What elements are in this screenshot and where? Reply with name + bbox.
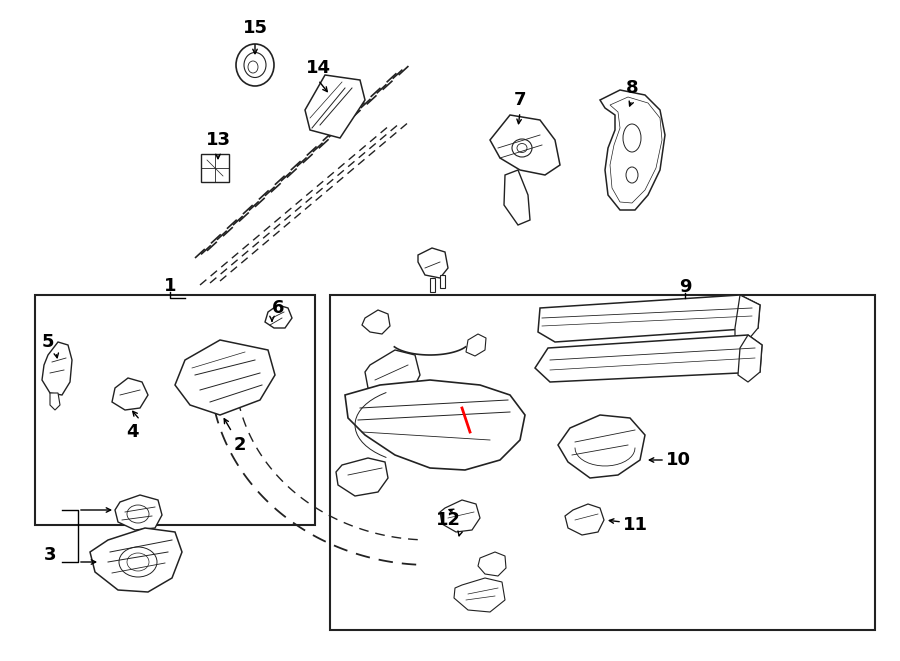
Polygon shape — [538, 295, 760, 342]
Polygon shape — [430, 278, 435, 292]
Polygon shape — [454, 578, 505, 612]
Polygon shape — [418, 248, 448, 278]
Text: 7: 7 — [514, 91, 526, 109]
Text: 14: 14 — [305, 59, 330, 77]
Polygon shape — [265, 305, 292, 328]
Polygon shape — [115, 495, 162, 530]
Text: 12: 12 — [436, 511, 461, 529]
Text: 3: 3 — [44, 546, 56, 564]
Polygon shape — [738, 335, 762, 382]
Text: 6: 6 — [272, 299, 284, 317]
Polygon shape — [610, 97, 662, 203]
Polygon shape — [490, 115, 560, 175]
Text: 4: 4 — [126, 423, 139, 441]
Text: 10: 10 — [665, 451, 690, 469]
Polygon shape — [201, 154, 229, 182]
Polygon shape — [50, 393, 60, 410]
Polygon shape — [735, 295, 760, 340]
Polygon shape — [440, 500, 480, 532]
Text: 1: 1 — [164, 277, 176, 295]
Text: 15: 15 — [242, 19, 267, 37]
Polygon shape — [440, 275, 445, 288]
Polygon shape — [90, 528, 182, 592]
Polygon shape — [362, 310, 390, 334]
Text: 8: 8 — [626, 79, 638, 97]
Polygon shape — [112, 378, 148, 410]
Polygon shape — [558, 415, 645, 478]
Polygon shape — [336, 458, 388, 496]
Text: 2: 2 — [234, 436, 247, 454]
Polygon shape — [175, 340, 275, 415]
Text: 5: 5 — [41, 333, 54, 351]
Text: 11: 11 — [623, 516, 647, 534]
Polygon shape — [466, 334, 486, 356]
Polygon shape — [504, 170, 530, 225]
Polygon shape — [478, 552, 506, 576]
Polygon shape — [565, 504, 604, 535]
Polygon shape — [345, 380, 525, 470]
Polygon shape — [535, 335, 762, 382]
Polygon shape — [600, 90, 665, 210]
Polygon shape — [365, 350, 420, 400]
Text: 13: 13 — [205, 131, 230, 149]
Text: 9: 9 — [679, 278, 691, 296]
Polygon shape — [42, 342, 72, 395]
Polygon shape — [305, 75, 365, 138]
